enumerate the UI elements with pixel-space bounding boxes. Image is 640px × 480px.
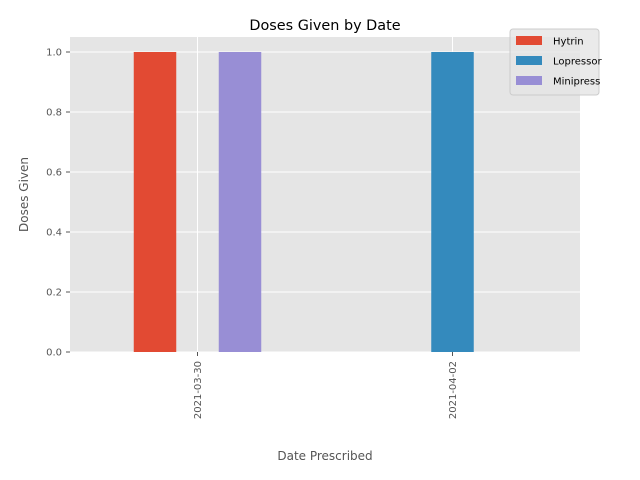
legend-swatch-hytrin <box>516 36 542 45</box>
y-axis-title: Doses Given <box>17 157 31 232</box>
x-axis-title: Date Prescribed <box>277 449 372 463</box>
bars <box>133 52 474 352</box>
x-axis-ticks: 2021-03-30 2021-04-02 <box>193 352 459 419</box>
bar-lopressor-2021-04-02 <box>431 52 474 352</box>
y-tick-label: 0.2 <box>46 288 62 299</box>
legend-label-lopressor: Lopressor <box>553 57 602 68</box>
legend: Hytrin Lopressor Minipress <box>509 28 602 96</box>
chart-title: Doses Given by Date <box>249 18 400 34</box>
bar-hytrin-2021-03-30 <box>133 52 177 352</box>
y-tick-label: 0.0 <box>46 348 62 359</box>
bar-minipress-2021-03-30 <box>218 52 262 352</box>
legend-swatch-minipress <box>516 76 542 85</box>
y-tick-label: 0.6 <box>46 168 62 179</box>
y-tick-label: 1.0 <box>46 48 62 59</box>
legend-label-hytrin: Hytrin <box>553 37 584 48</box>
y-axis-ticks: 0.0 0.2 0.4 0.6 0.8 1.0 <box>46 48 70 359</box>
x-tick-label: 2021-04-02 <box>448 361 459 419</box>
x-tick-label: 2021-03-30 <box>193 361 204 419</box>
legend-swatch-lopressor <box>516 56 542 65</box>
y-tick-label: 0.4 <box>46 228 62 239</box>
y-tick-label: 0.8 <box>46 108 62 119</box>
legend-label-minipress: Minipress <box>553 77 600 88</box>
